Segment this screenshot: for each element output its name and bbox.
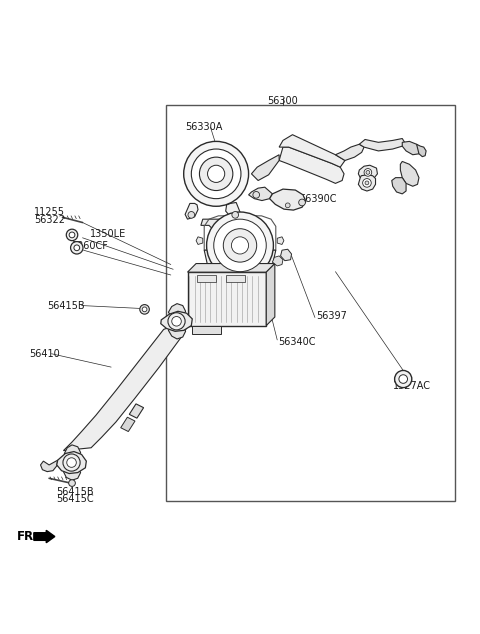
Text: 56322: 56322 [34,215,65,224]
Polygon shape [197,275,216,281]
Polygon shape [360,138,405,151]
Polygon shape [64,445,81,456]
Text: 11255: 11255 [34,207,65,217]
Polygon shape [252,155,279,181]
Circle shape [188,212,195,218]
Text: 1350LE: 1350LE [90,230,126,240]
Polygon shape [188,264,275,272]
Circle shape [140,304,149,314]
Polygon shape [249,187,273,200]
Polygon shape [40,460,58,472]
Polygon shape [168,328,186,339]
Polygon shape [185,204,198,219]
Polygon shape [188,272,266,326]
Polygon shape [402,141,420,155]
Polygon shape [266,264,275,326]
Text: 56415B: 56415B [47,301,84,311]
Circle shape [67,458,76,467]
Polygon shape [226,202,240,219]
Circle shape [364,169,372,176]
Polygon shape [279,147,344,183]
Polygon shape [359,175,375,191]
Text: 56397: 56397 [316,311,347,321]
Circle shape [69,232,75,238]
Polygon shape [204,250,276,278]
Polygon shape [400,162,419,186]
Circle shape [66,230,78,241]
Polygon shape [192,326,221,334]
Circle shape [71,242,83,254]
Text: 56415B: 56415B [56,487,94,496]
Circle shape [184,141,249,206]
Text: 56340C: 56340C [278,337,316,347]
Circle shape [63,454,80,471]
Text: 56330A: 56330A [185,122,223,132]
Circle shape [172,316,181,326]
Polygon shape [392,178,406,194]
Circle shape [74,245,80,250]
Circle shape [365,181,369,184]
Polygon shape [359,165,377,179]
Polygon shape [336,145,364,160]
Circle shape [231,237,249,254]
Circle shape [366,171,370,174]
Polygon shape [63,319,192,451]
Circle shape [168,313,185,330]
Circle shape [69,480,75,486]
Polygon shape [279,134,345,167]
Text: 1327AC: 1327AC [393,381,431,391]
Bar [166,105,455,501]
Polygon shape [129,404,144,418]
Text: 56415C: 56415C [56,495,94,504]
Polygon shape [63,469,81,480]
Circle shape [232,212,239,218]
Polygon shape [201,219,228,231]
Polygon shape [277,237,284,245]
Circle shape [299,199,305,206]
Circle shape [214,219,266,271]
Circle shape [253,191,260,198]
Text: 56300: 56300 [267,96,299,106]
Text: 56390C: 56390C [300,193,337,204]
Circle shape [363,179,371,187]
Circle shape [206,212,274,279]
Circle shape [223,229,257,262]
Polygon shape [120,417,135,432]
Text: 56410: 56410 [29,349,60,359]
Circle shape [285,203,290,208]
Text: FR.: FR. [17,530,39,543]
Circle shape [207,165,225,183]
Circle shape [142,307,147,312]
Polygon shape [281,249,291,261]
Polygon shape [273,256,283,266]
Polygon shape [226,275,245,281]
Circle shape [395,370,412,387]
Polygon shape [168,304,186,315]
Polygon shape [196,237,203,245]
Polygon shape [417,145,426,157]
Circle shape [192,149,241,198]
Polygon shape [270,189,306,210]
FancyArrow shape [34,530,55,543]
Polygon shape [57,451,86,474]
Circle shape [399,375,408,384]
Text: 1360CF: 1360CF [72,242,109,251]
Polygon shape [161,311,192,332]
Circle shape [199,157,233,191]
